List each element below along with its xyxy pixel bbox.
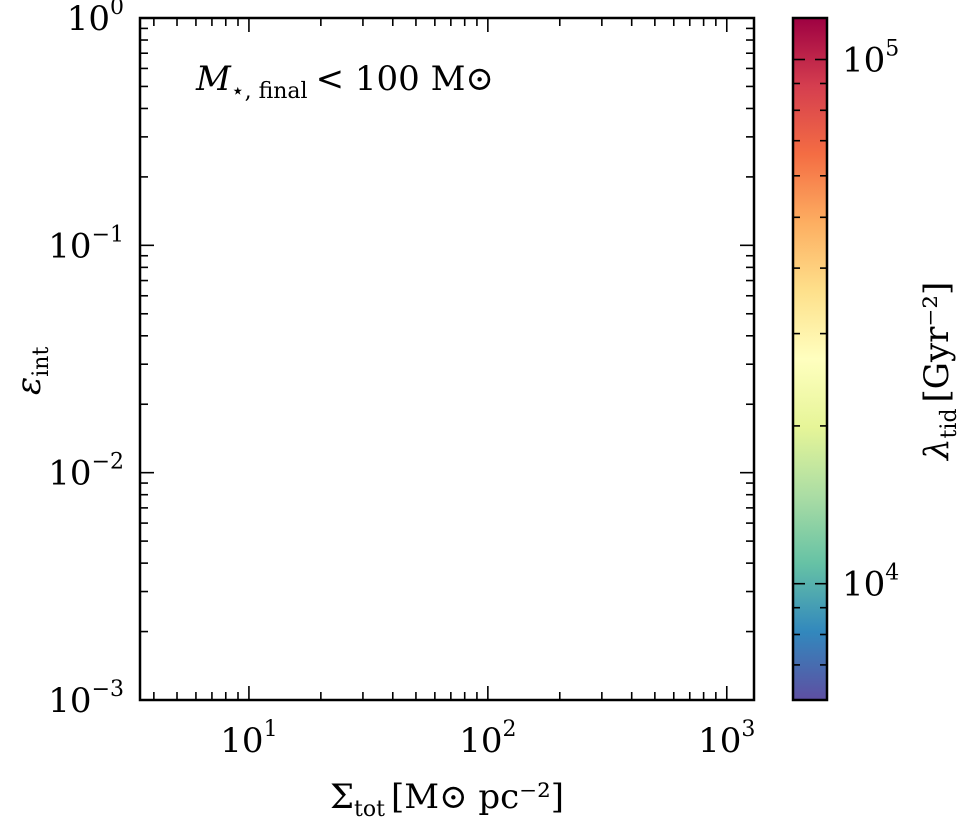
tick-label: 10−1 — [48, 222, 124, 266]
colorbar — [791, 16, 829, 702]
tick-label: 100 — [67, 0, 124, 39]
axis-ticks: 101 102 103 10−3 10−2 10−1 100 — [48, 0, 755, 761]
x-axis-label: Σtot [M⊙ pc⁻²] — [330, 777, 564, 817]
tick-label: 10−3 — [48, 677, 124, 721]
heatmap-cell — [10, 0, 39, 18]
tick-label: 103 — [698, 717, 755, 761]
annotation: M⋆, final < 100 M⊙ — [195, 59, 494, 104]
tick-label: 101 — [220, 717, 277, 761]
tick-label: 10−2 — [48, 450, 124, 494]
heatmap-cell — [0, 20, 11, 48]
tick-label: 102 — [459, 717, 516, 761]
heatmap-cell — [5, 0, 34, 21]
colorbar-ticks: 104 105 — [793, 37, 899, 701]
colorbar-tick-label: 105 — [842, 37, 899, 81]
colorbar-tick-label: 104 — [842, 561, 899, 605]
y-axis-label: εint — [9, 347, 54, 395]
heatmap-cell — [0, 4, 27, 32]
plot-frame — [138, 16, 756, 702]
heatmap-cell — [0, 13, 20, 41]
colorbar-label: λtid[Gyr⁻²] — [917, 282, 962, 462]
heatmap-cell — [0, 9, 13, 37]
